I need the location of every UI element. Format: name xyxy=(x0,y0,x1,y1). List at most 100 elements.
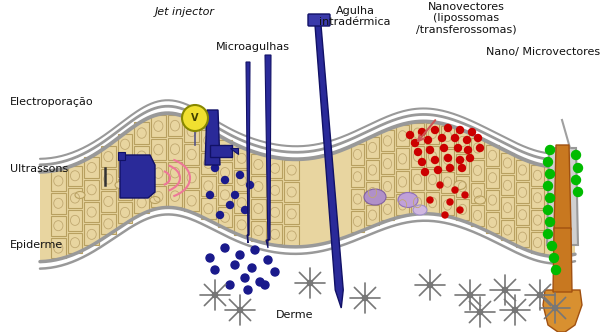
Circle shape xyxy=(545,194,554,203)
Polygon shape xyxy=(151,139,165,160)
Ellipse shape xyxy=(474,196,485,204)
Polygon shape xyxy=(426,169,439,190)
Polygon shape xyxy=(471,205,484,226)
Circle shape xyxy=(427,197,433,203)
Polygon shape xyxy=(201,198,216,219)
Circle shape xyxy=(221,244,229,252)
Polygon shape xyxy=(531,165,544,186)
Polygon shape xyxy=(351,189,364,209)
Polygon shape xyxy=(168,185,182,207)
Text: intradérmica: intradérmica xyxy=(319,17,391,27)
Polygon shape xyxy=(235,148,249,168)
Text: (lipossomas: (lipossomas xyxy=(433,13,499,23)
Circle shape xyxy=(544,229,553,238)
Polygon shape xyxy=(486,190,499,210)
Circle shape xyxy=(447,164,453,172)
Polygon shape xyxy=(168,162,182,183)
Polygon shape xyxy=(396,148,409,169)
Circle shape xyxy=(222,177,228,184)
Polygon shape xyxy=(516,160,529,180)
Polygon shape xyxy=(184,167,199,188)
Polygon shape xyxy=(168,115,182,136)
Circle shape xyxy=(419,158,425,165)
Circle shape xyxy=(547,241,556,251)
Circle shape xyxy=(227,202,233,208)
Circle shape xyxy=(465,146,471,153)
Text: Electroporação: Electroporação xyxy=(10,97,93,107)
Circle shape xyxy=(444,124,451,131)
Polygon shape xyxy=(151,186,165,208)
Polygon shape xyxy=(553,228,572,292)
Circle shape xyxy=(407,131,413,138)
Polygon shape xyxy=(516,227,529,247)
Circle shape xyxy=(454,144,462,151)
Circle shape xyxy=(307,280,313,286)
Circle shape xyxy=(550,254,559,263)
Polygon shape xyxy=(441,195,454,215)
Polygon shape xyxy=(501,175,514,196)
Text: Agulha: Agulha xyxy=(336,6,375,16)
Circle shape xyxy=(545,145,554,154)
Circle shape xyxy=(459,164,465,172)
Polygon shape xyxy=(456,176,469,197)
Circle shape xyxy=(478,309,483,315)
Polygon shape xyxy=(201,176,216,196)
Text: Nanovectores: Nanovectores xyxy=(428,2,504,12)
Polygon shape xyxy=(426,146,439,167)
Text: Nano/ Microvectores: Nano/ Microvectores xyxy=(486,47,600,57)
Polygon shape xyxy=(501,198,514,218)
Ellipse shape xyxy=(398,193,418,208)
Polygon shape xyxy=(351,211,364,231)
Circle shape xyxy=(467,292,473,298)
FancyBboxPatch shape xyxy=(308,14,330,26)
Polygon shape xyxy=(251,154,265,174)
Polygon shape xyxy=(168,138,182,160)
Circle shape xyxy=(411,139,419,146)
Circle shape xyxy=(212,292,218,298)
Polygon shape xyxy=(101,213,116,234)
Polygon shape xyxy=(381,176,394,197)
Circle shape xyxy=(236,172,244,179)
Polygon shape xyxy=(84,224,99,244)
Circle shape xyxy=(206,254,214,262)
Polygon shape xyxy=(471,183,484,203)
Polygon shape xyxy=(184,144,199,165)
Circle shape xyxy=(573,163,582,173)
Circle shape xyxy=(444,154,451,161)
Polygon shape xyxy=(118,152,125,160)
Polygon shape xyxy=(501,220,514,240)
Circle shape xyxy=(452,187,458,193)
Circle shape xyxy=(362,295,368,301)
Polygon shape xyxy=(284,226,299,246)
Circle shape xyxy=(538,292,543,298)
Circle shape xyxy=(571,150,581,159)
Polygon shape xyxy=(486,145,499,166)
Circle shape xyxy=(544,206,553,214)
Polygon shape xyxy=(135,146,149,167)
Circle shape xyxy=(427,146,433,153)
Polygon shape xyxy=(51,238,65,258)
Polygon shape xyxy=(118,134,132,155)
Polygon shape xyxy=(411,146,424,167)
Circle shape xyxy=(216,211,224,218)
Circle shape xyxy=(419,128,425,135)
Polygon shape xyxy=(218,207,232,227)
Polygon shape xyxy=(84,202,99,222)
Polygon shape xyxy=(235,215,249,235)
Polygon shape xyxy=(135,192,149,213)
Circle shape xyxy=(468,128,476,135)
Circle shape xyxy=(242,207,248,213)
Circle shape xyxy=(467,154,473,161)
Polygon shape xyxy=(184,121,199,142)
Circle shape xyxy=(264,256,272,264)
Circle shape xyxy=(544,157,553,167)
Circle shape xyxy=(424,136,431,143)
Polygon shape xyxy=(151,162,165,184)
Polygon shape xyxy=(471,138,484,158)
Circle shape xyxy=(226,281,234,289)
Polygon shape xyxy=(84,180,99,200)
Polygon shape xyxy=(118,157,132,177)
Polygon shape xyxy=(151,115,165,137)
Polygon shape xyxy=(101,191,116,211)
Circle shape xyxy=(545,170,554,179)
